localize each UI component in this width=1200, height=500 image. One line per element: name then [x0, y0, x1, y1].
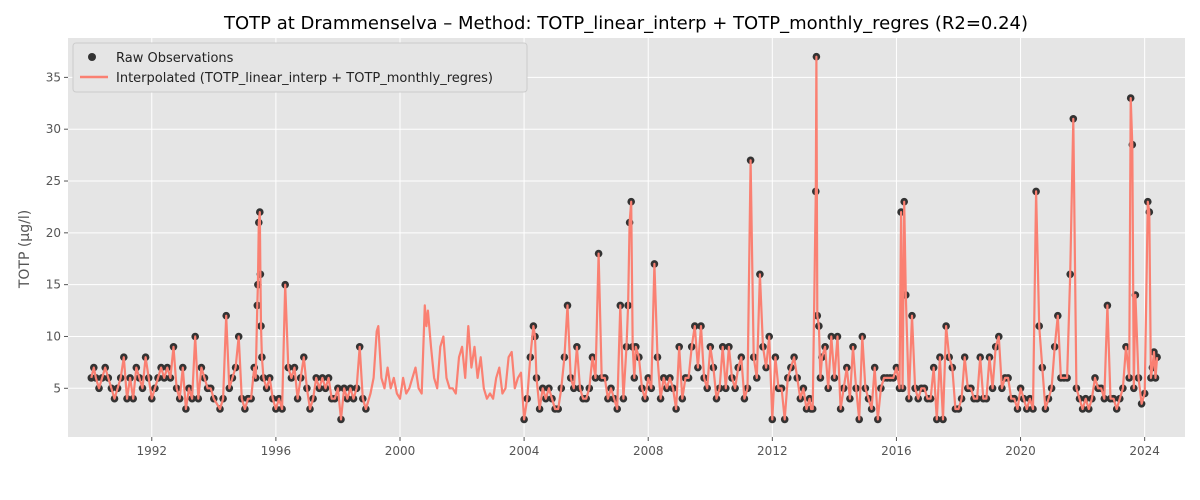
y-tick-label: 15 [46, 278, 61, 292]
legend: Raw Observations Interpolated (TOTP_line… [72, 42, 528, 93]
y-axis-label: TOTP (µg/l) [17, 210, 33, 289]
y-tick-label: 20 [46, 226, 61, 240]
y-tick-label: 10 [46, 329, 61, 343]
legend-interpolated-label: Interpolated (TOTP_linear_interp + TOTP_… [116, 71, 493, 86]
y-tick-label: 30 [46, 122, 61, 136]
observation-series [87, 52, 1161, 424]
x-tick-label: 2000 [385, 444, 416, 458]
x-tick-label: 2020 [1005, 444, 1036, 458]
x-tick-label: 1996 [261, 444, 292, 458]
legend-observations-label: Raw Observations [116, 51, 234, 66]
interpolated-line [90, 55, 1159, 421]
legend-observation-marker [88, 53, 96, 61]
x-tick-label: 2016 [881, 444, 912, 458]
x-tick-label: 2004 [509, 444, 540, 458]
x-tick-label: 2024 [1129, 444, 1160, 458]
chart-title: TOTP at Drammenselva – Method: TOTP_line… [223, 13, 1028, 34]
x-axis-ticks: 1992 1996 2000 2004 2008 2012 2016 2020 2024 [137, 437, 1160, 458]
legend-box [72, 42, 528, 93]
y-tick-label: 5 [53, 381, 61, 395]
y-tick-label: 25 [46, 174, 61, 188]
x-tick-label: 2012 [757, 444, 788, 458]
interpolated-series [90, 55, 1159, 421]
x-tick-label: 1992 [137, 444, 168, 458]
y-axis-ticks: 5 10 15 20 25 30 35 [46, 70, 68, 395]
x-tick-label: 2008 [633, 444, 664, 458]
y-tick-label: 35 [46, 70, 61, 84]
